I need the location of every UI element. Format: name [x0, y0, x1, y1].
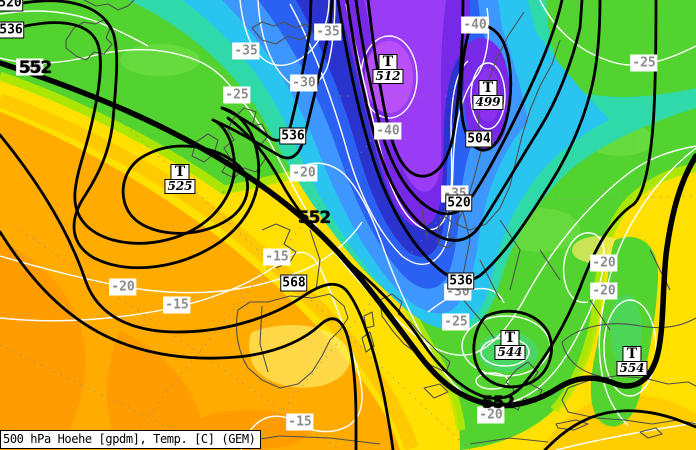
- low-value: 544: [494, 345, 526, 360]
- temp-label: -20: [590, 282, 618, 300]
- contour-536-east: [336, 0, 602, 282]
- low-value: 554: [616, 361, 648, 376]
- temp-label: -40: [461, 16, 489, 34]
- contour-560-southeast: [543, 409, 696, 450]
- height-label: 520: [445, 194, 473, 212]
- height-label-bold: 552: [18, 58, 52, 78]
- low-center-marker: T 544: [494, 330, 526, 360]
- low-symbol: T: [378, 54, 398, 70]
- temp-label: -15: [263, 248, 291, 266]
- temp-label: -25: [630, 54, 658, 72]
- contour-544-oval: [472, 309, 553, 389]
- low-value: 512: [372, 69, 404, 84]
- low-value: 499: [472, 95, 504, 110]
- temp-label: -25: [442, 313, 470, 331]
- map-caption: 500 hPa Hoehe [gpdm], Temp. [C] (GEM): [0, 430, 261, 449]
- temp-label: -35: [314, 23, 342, 41]
- low-center-marker: T 554: [616, 346, 648, 376]
- temp-label: -20: [477, 406, 505, 424]
- temp-label: -25: [16, 58, 44, 76]
- height-label: 568: [280, 274, 308, 292]
- contour-528-oval: [121, 144, 249, 235]
- height-label: 536: [279, 127, 307, 145]
- low-center-marker: T 512: [372, 54, 404, 84]
- low-symbol: T: [170, 164, 190, 180]
- temp-label: -15: [163, 296, 191, 314]
- low-symbol: T: [500, 330, 520, 346]
- height-label-bold: 552: [481, 393, 515, 413]
- height-label: 520: [0, 0, 24, 12]
- low-symbol: T: [622, 346, 642, 362]
- low-center-marker: T 525: [164, 164, 196, 194]
- contour-504-oval: [459, 23, 513, 152]
- contour-552-bold: [0, 60, 696, 409]
- temp-label: -40: [374, 122, 402, 140]
- low-center-marker: T 499: [472, 80, 504, 110]
- contour-520-east: [354, 0, 564, 216]
- height-label: 536: [447, 272, 475, 290]
- temp-label: -20: [109, 278, 137, 296]
- temp-label: -35: [232, 42, 260, 60]
- contour-536-west: [0, 21, 236, 245]
- height-label: 504: [465, 130, 493, 148]
- temp-label: -20: [590, 254, 618, 272]
- temp-label: -30: [290, 74, 318, 92]
- low-symbol: T: [478, 80, 498, 96]
- temp-label: -20: [290, 164, 318, 182]
- temp-label: -25: [223, 86, 251, 104]
- temp-label: -15: [286, 413, 314, 431]
- height-label: 536: [0, 21, 25, 39]
- contour-560: [0, 133, 395, 450]
- low-value: 525: [164, 179, 196, 194]
- contour-568: [0, 230, 358, 450]
- height-label-bold: 552: [297, 208, 331, 228]
- contour-528-east: [345, 0, 584, 242]
